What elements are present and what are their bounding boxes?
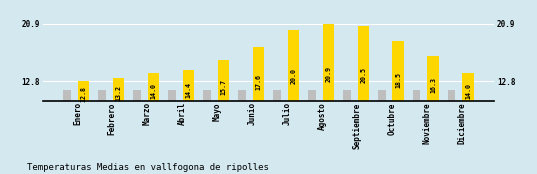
Bar (78, 81, 89, 172)
Bar (148, 73, 159, 172)
Bar (168, 90, 176, 172)
Text: 14.0: 14.0 (465, 83, 471, 99)
Bar (98, 90, 106, 172)
Bar (288, 30, 299, 172)
Bar (358, 26, 369, 172)
Bar (203, 90, 211, 172)
Bar (133, 90, 141, 172)
Bar (378, 90, 386, 172)
Text: 20.9: 20.9 (325, 66, 331, 82)
Bar (343, 90, 351, 172)
Bar (413, 90, 420, 172)
Bar (462, 73, 474, 172)
Bar (323, 23, 334, 172)
Text: 14.0: 14.0 (150, 83, 157, 99)
Bar (63, 90, 71, 172)
Text: 12.8: 12.8 (81, 86, 86, 102)
Bar (183, 70, 194, 172)
Text: 17.6: 17.6 (256, 74, 262, 90)
Text: Temperaturas Medias en vallfogona de ripolles: Temperaturas Medias en vallfogona de rip… (27, 163, 268, 172)
Bar (273, 90, 281, 172)
Text: 20.0: 20.0 (291, 68, 296, 84)
Bar (218, 60, 229, 172)
Bar (253, 47, 264, 172)
Text: 14.4: 14.4 (185, 82, 192, 98)
Bar (308, 90, 316, 172)
Bar (113, 78, 124, 172)
Text: 16.3: 16.3 (430, 77, 436, 93)
Text: 20.5: 20.5 (360, 67, 366, 83)
Text: 15.7: 15.7 (221, 79, 227, 95)
Text: 18.5: 18.5 (395, 72, 401, 88)
Bar (427, 56, 439, 172)
Text: 13.2: 13.2 (115, 85, 122, 101)
Bar (448, 90, 455, 172)
Bar (238, 90, 246, 172)
Bar (393, 41, 404, 172)
